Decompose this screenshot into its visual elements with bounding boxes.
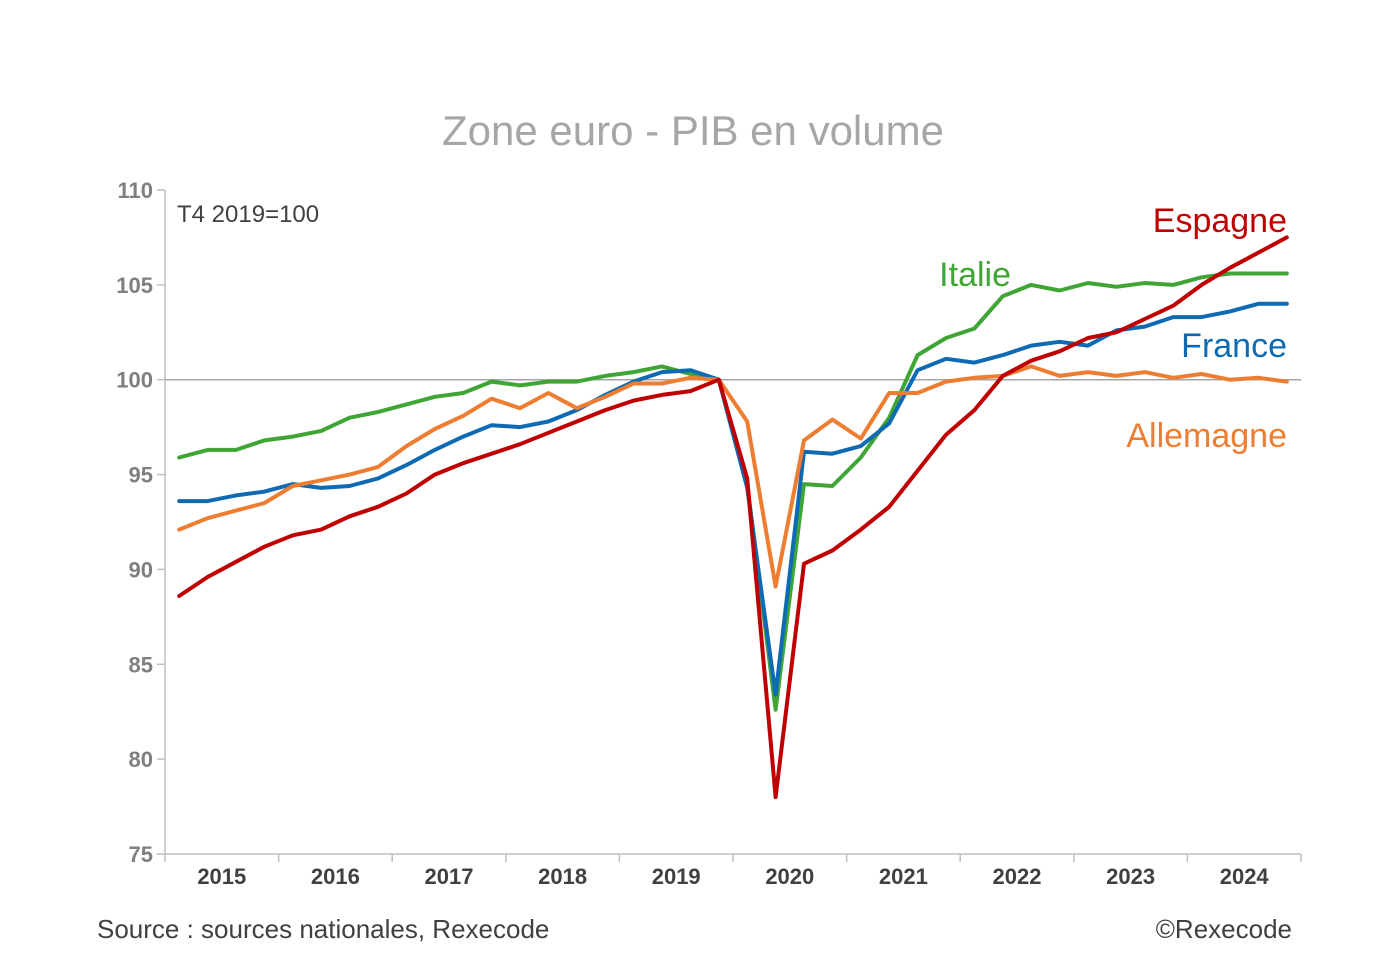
x-tick-label: 2017 [425,864,474,889]
x-tick-label: 2024 [1220,864,1270,889]
y-tick-label: 80 [129,747,153,772]
copyright: ©Rexecode [1156,914,1292,944]
series-label-espagne: Espagne [1153,202,1287,240]
chart-frame: 75 80 85 90 95 100 105 110 2015 2016 2017 2018 2019 2… [116,178,1302,889]
y-tick-label: 90 [129,557,153,582]
x-tick-label: 2020 [765,864,814,889]
y-tick-label: 75 [129,842,153,867]
series-label-italie: Italie [939,256,1011,294]
x-tick-label: 2016 [311,864,360,889]
x-tick-label: 2019 [652,864,701,889]
series-label-france: France [1181,327,1287,365]
y-tick-label: 85 [129,652,153,677]
x-tick-label: 2018 [538,864,587,889]
x-tick-label: 2015 [197,864,246,889]
series-line-espagne [177,235,1289,800]
y-tick-label: 95 [129,463,153,488]
y-tick-label: 110 [118,178,154,203]
x-tick-label: 2023 [1106,864,1155,889]
y-tick-label: 105 [116,273,153,298]
series-labels: Espagne Italie France Allemagne [939,202,1287,455]
x-tick-label: 2021 [879,864,928,889]
series-line-italie [177,271,1289,712]
base-note: T4 2019=100 [177,201,319,228]
series-line-france [177,301,1289,697]
source-note: Source : sources nationales, Rexecode [97,914,549,944]
chart-title: Zone euro - PIB en volume [442,107,944,154]
series-label-allemagne: Allemagne [1126,417,1287,455]
series-lines [177,235,1289,800]
x-tick-label: 2022 [993,864,1042,889]
series-line-allemagne [177,364,1289,589]
y-tick-label: 100 [116,368,153,393]
